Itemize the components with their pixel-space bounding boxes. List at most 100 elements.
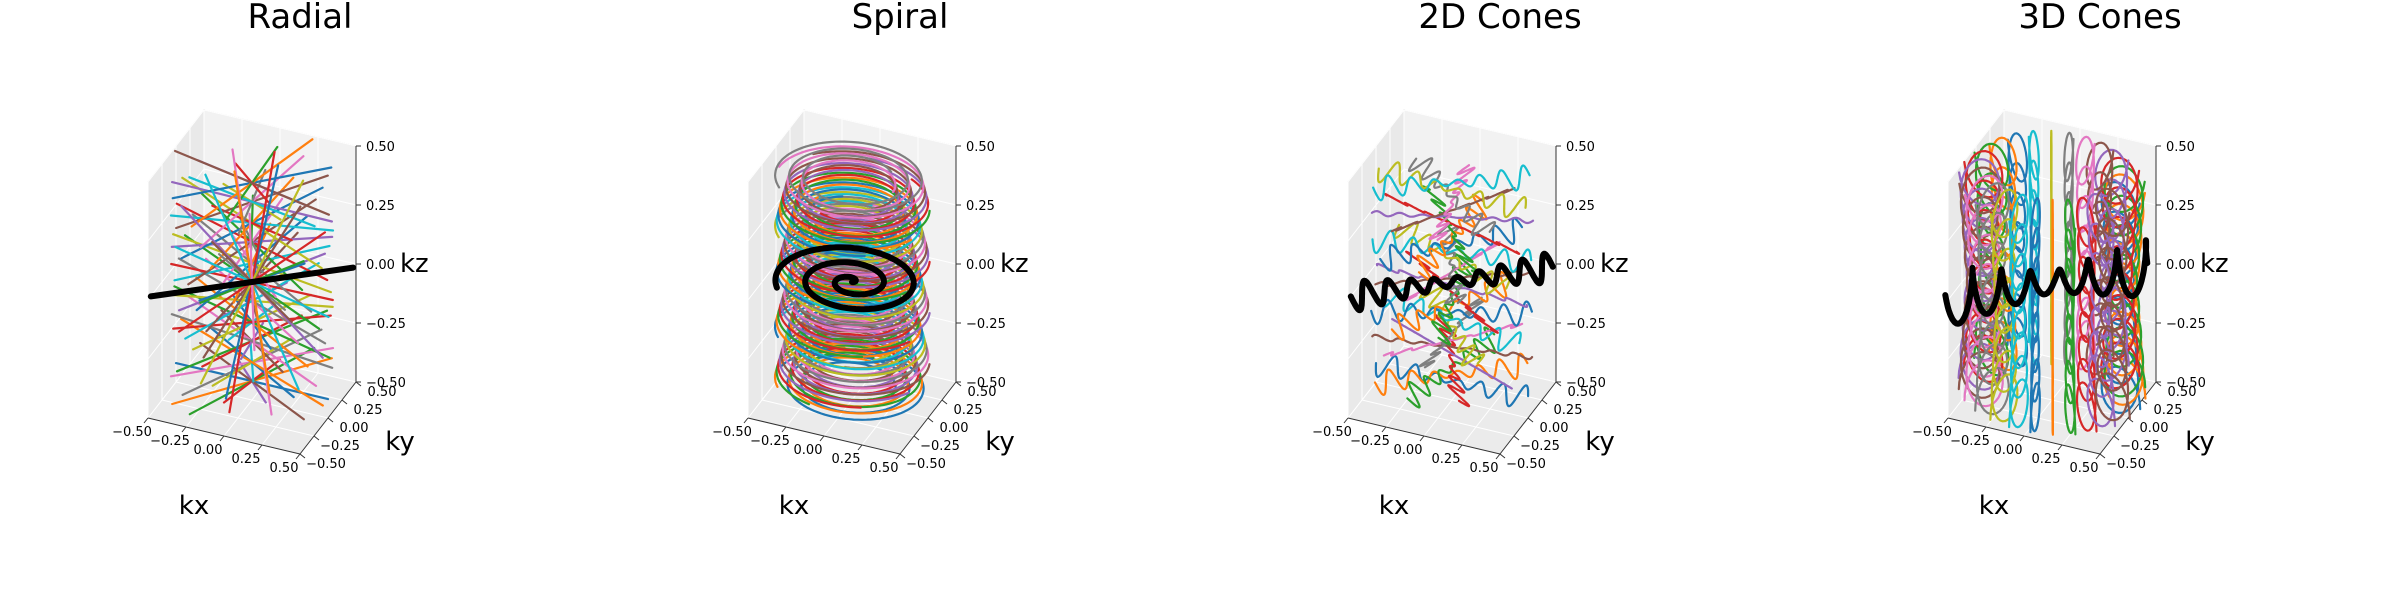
x-tick-label: 0.00 xyxy=(194,443,223,458)
trajectory-line xyxy=(2064,198,2077,436)
y-tick-label: 0.00 xyxy=(1540,421,1569,436)
x-tick xyxy=(743,417,749,424)
z-tick-label: −0.50 xyxy=(2166,376,2206,391)
y-tick-label: −0.50 xyxy=(1506,457,1546,472)
grid-line xyxy=(203,168,357,206)
y-tick-label: −0.50 xyxy=(906,457,946,472)
x-tick xyxy=(1495,453,1501,460)
grid-line xyxy=(1389,363,1543,401)
y-tick-label: 0.50 xyxy=(2168,385,2197,400)
y-tick-label: 0.25 xyxy=(954,403,983,418)
z-tick-label: 0.00 xyxy=(1566,258,1595,273)
grid-line xyxy=(1403,345,1557,383)
x-tick xyxy=(1943,417,1949,424)
y-tick-label: 0.50 xyxy=(1568,385,1597,400)
y-tick xyxy=(1499,453,1506,459)
y-tick xyxy=(341,399,348,405)
y-axis-label: ky xyxy=(2185,427,2215,457)
y-tick xyxy=(941,399,948,405)
trajectory-line xyxy=(1433,314,1471,408)
z-axis-label: kz xyxy=(400,249,429,279)
x-tick-label: −0.50 xyxy=(112,425,152,440)
trajectory-lines xyxy=(772,140,931,421)
x-tick-label: 0.50 xyxy=(2070,461,2099,476)
z-tick-label: 0.50 xyxy=(966,140,995,155)
y-tick xyxy=(1527,417,1534,423)
trajectory-line xyxy=(1405,250,1499,334)
x-axis-label: kx xyxy=(1379,491,1409,521)
z-tick-label: −0.50 xyxy=(366,376,406,391)
y-tick xyxy=(355,381,362,387)
y-tick-label: 0.50 xyxy=(368,385,397,400)
x-tick-label: −0.50 xyxy=(1912,425,1952,440)
trajectory-line xyxy=(1390,187,1516,233)
y-tick-label: −0.50 xyxy=(306,457,346,472)
y-tick-label: −0.25 xyxy=(320,439,360,454)
trajectory-lines xyxy=(1347,157,1556,409)
x-tick xyxy=(781,426,787,433)
x-tick xyxy=(1457,444,1463,451)
x-tick-label: 0.00 xyxy=(1394,443,1423,458)
trajectory-line xyxy=(1383,192,1521,255)
z-tick-label: 0.25 xyxy=(966,199,995,214)
highlight-trajectory xyxy=(147,264,357,300)
chart-title: 3D Cones xyxy=(2018,0,2181,37)
x-tick xyxy=(2019,435,2025,442)
z-tick-label: 0.25 xyxy=(1566,199,1595,214)
y-axis-label: ky xyxy=(385,427,415,457)
z-tick-label: 0.50 xyxy=(1566,140,1595,155)
x-tick xyxy=(819,435,825,442)
y-tick xyxy=(2113,435,2120,441)
y-tick xyxy=(299,453,306,459)
x-tick-label: 0.00 xyxy=(1994,443,2023,458)
y-axis-label: ky xyxy=(985,427,1015,457)
trajectory-line xyxy=(774,140,923,213)
y-tick-label: 0.00 xyxy=(940,421,969,436)
z-axis-label: kz xyxy=(2200,249,2229,279)
trajectory-line xyxy=(1418,285,1486,367)
trajectory-line xyxy=(1422,185,1482,277)
trajectory-line xyxy=(1377,161,1527,219)
grid-line xyxy=(147,109,205,183)
grid-line xyxy=(1347,168,1405,242)
grid-line xyxy=(1461,372,1519,446)
x-tick-label: −0.25 xyxy=(150,434,190,449)
z-tick-label: 0.25 xyxy=(366,199,395,214)
grid-line xyxy=(747,109,805,183)
z-tick-label: 0.00 xyxy=(366,258,395,273)
y-tick-label: −0.50 xyxy=(2106,457,2146,472)
chart-panel-cones3d: −0.50−0.250.000.250.50 −0.50−0.250.000.25… xyxy=(1912,0,2229,521)
x-tick-label: 0.50 xyxy=(1470,461,1499,476)
highlight-trajectory xyxy=(1347,250,1556,314)
y-tick-label: 0.00 xyxy=(340,421,369,436)
z-tick-label: −0.25 xyxy=(1566,317,1606,332)
highlight-trajectory xyxy=(772,244,917,313)
grid-line xyxy=(803,109,957,147)
z-axis-label: kz xyxy=(1000,249,1029,279)
y-tick-label: −0.25 xyxy=(2120,439,2160,454)
y-tick-label: 0.25 xyxy=(354,403,383,418)
trajectory-line xyxy=(1407,157,1497,236)
x-tick xyxy=(1419,435,1425,442)
trajectory-line xyxy=(1372,164,1531,202)
y-tick xyxy=(2141,399,2148,405)
trajectory-line xyxy=(1371,333,1534,361)
x-tick-label: 0.00 xyxy=(794,443,823,458)
z-tick-label: 0.50 xyxy=(2166,140,2195,155)
trajectory-line xyxy=(1406,326,1497,409)
z-tick-label: −0.50 xyxy=(1566,376,1606,391)
x-tick xyxy=(219,435,225,442)
y-tick xyxy=(327,417,334,423)
z-tick-label: −0.25 xyxy=(366,317,406,332)
y-tick-label: 0.25 xyxy=(2154,403,2183,418)
grid-line xyxy=(2003,109,2157,147)
x-tick-label: 0.25 xyxy=(1432,452,1461,467)
y-tick xyxy=(1555,381,1562,387)
z-tick-label: −0.25 xyxy=(2166,317,2206,332)
x-tick xyxy=(1381,426,1387,433)
trajectory-line xyxy=(2086,192,2117,428)
y-tick xyxy=(1513,435,1520,441)
trajectory-line xyxy=(1382,287,1522,352)
trajectory-line xyxy=(1437,223,1467,305)
